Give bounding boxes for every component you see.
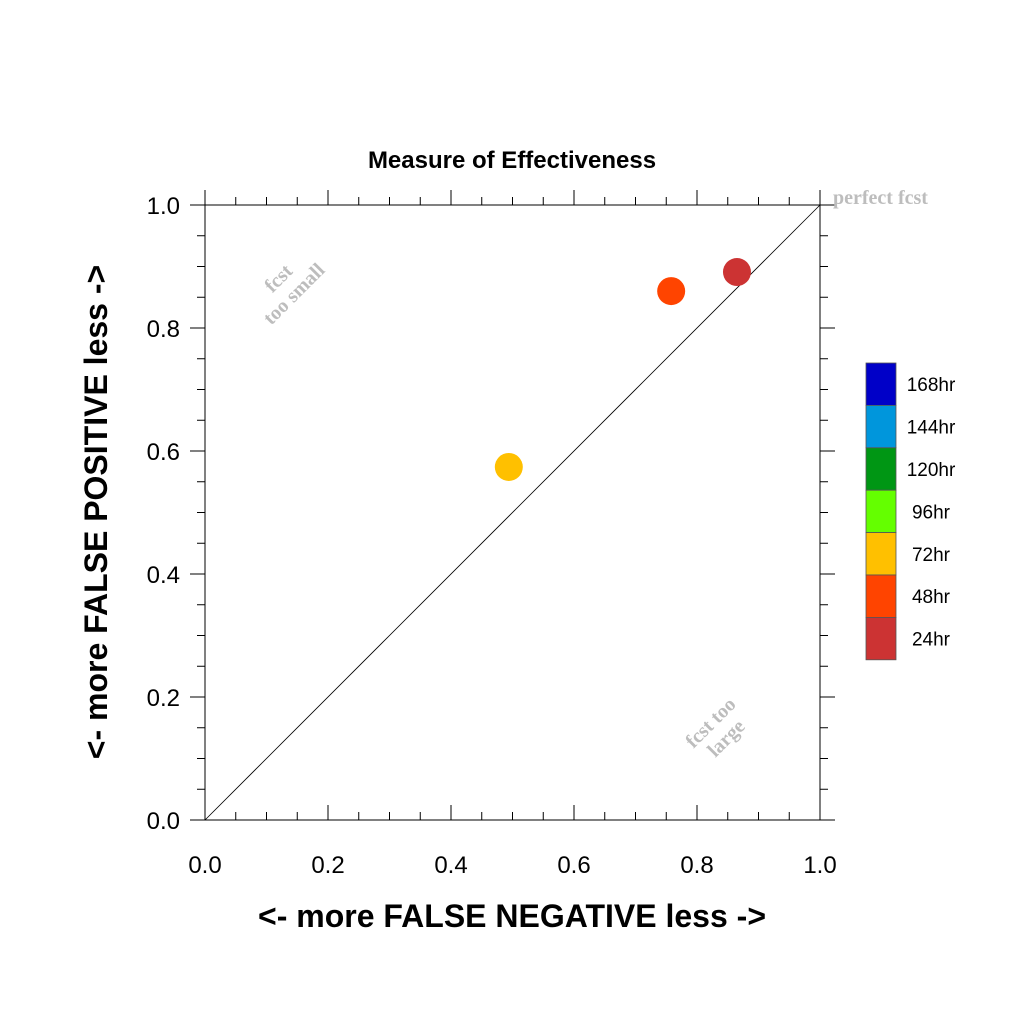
x-tick-label: 1.0	[803, 852, 836, 879]
y-tick-labels: 0.0 0.2 0.4 0.6 0.8 1.0	[147, 193, 180, 835]
legend-label-96hr: 96hr	[912, 502, 951, 523]
y-tick-label: 0.4	[147, 562, 180, 589]
annotation-too-small-line2: too small	[259, 259, 329, 329]
x-tick-label: 0.8	[680, 852, 713, 879]
y-tick-label: 0.8	[147, 316, 180, 343]
annotation-too-small: fcst too small	[259, 259, 329, 329]
x-tick-labels: 0.0 0.2 0.4 0.6 0.8 1.0	[188, 852, 836, 879]
legend-label-168hr: 168hr	[907, 375, 956, 396]
legend-label-72hr: 72hr	[912, 545, 951, 566]
legend-label-48hr: 48hr	[912, 587, 951, 608]
y-tick-label: 1.0	[147, 193, 180, 220]
y-tick-label: 0.6	[147, 439, 180, 466]
legend-label-120hr: 120hr	[907, 460, 956, 481]
legend-swatch-72hr	[865, 532, 897, 576]
chart-title: Measure of Effectiveness	[368, 147, 656, 174]
legend-swatch-48hr	[865, 574, 897, 618]
x-axis-title: <- more FALSE NEGATIVE less ->	[258, 898, 766, 934]
reference-diagonal	[204, 204, 821, 821]
x-tick-label: 0.2	[311, 852, 344, 879]
point-72hr	[494, 452, 523, 481]
y-tick-label: 0.0	[147, 808, 180, 835]
axis-ticks	[190, 190, 835, 821]
legend-swatch-144hr	[865, 404, 897, 449]
legend: 168hr 144hr 120hr 96hr 72hr 48hr 24hr	[865, 362, 956, 661]
annotation-too-large: fcst too large	[681, 693, 749, 761]
legend-swatch-24hr	[865, 617, 897, 661]
annotation-perfect-fcst: perfect fcst	[833, 187, 928, 209]
point-24hr	[722, 258, 751, 287]
x-tick-label: 0.0	[188, 852, 221, 879]
point-48hr	[657, 277, 686, 306]
x-tick-label: 0.4	[434, 852, 467, 879]
legend-label-24hr: 24hr	[912, 630, 951, 651]
legend-swatch-120hr	[865, 447, 897, 491]
data-points	[494, 258, 751, 481]
legend-label-144hr: 144hr	[907, 418, 956, 439]
y-tick-label: 0.2	[147, 685, 180, 712]
y-axis-title: <- more FALSE POSITIVE less ->	[78, 265, 114, 759]
x-tick-label: 0.6	[557, 852, 590, 879]
legend-swatch-168hr	[865, 362, 897, 406]
legend-swatch-96hr	[865, 489, 897, 534]
